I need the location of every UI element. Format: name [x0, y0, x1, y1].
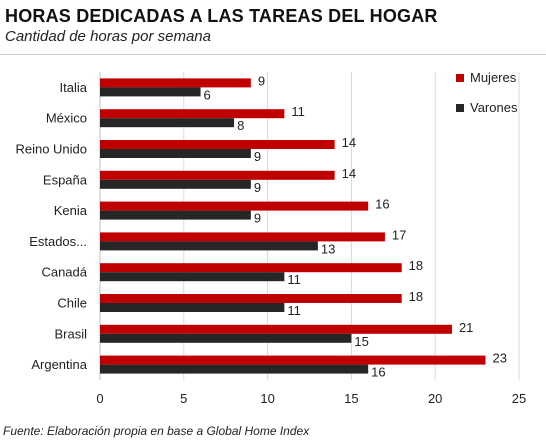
chart-title: HORAS DEDICADAS A LAS TAREAS DEL HOGAR: [5, 6, 438, 26]
x-tick-label: 0: [96, 391, 103, 406]
x-tick-label: 25: [512, 391, 526, 406]
legend-label-mujeres: Mujeres: [470, 70, 517, 85]
bar-mujeres: [100, 78, 251, 88]
bar-varones: [100, 210, 251, 220]
bar-varones: [100, 87, 201, 97]
legend-label-varones: Varones: [470, 100, 518, 115]
data-label-mujeres: 11: [291, 104, 305, 119]
data-label-mujeres: 18: [409, 289, 423, 304]
bar-varones: [100, 364, 369, 374]
x-tick-label: 20: [428, 391, 442, 406]
category-label: Estados...: [29, 234, 87, 249]
data-label-varones: 9: [254, 211, 261, 226]
category-label: Argentina: [31, 357, 87, 372]
bar-mujeres: [100, 355, 486, 365]
category-label: Chile: [57, 296, 87, 311]
bar-varones: [100, 149, 251, 158]
bar-mujeres: [100, 324, 452, 334]
data-label-mujeres: 9: [258, 73, 265, 88]
bar-varones: [100, 118, 235, 128]
legend-swatch-mujeres: [456, 74, 464, 82]
data-label-varones: 6: [204, 87, 211, 102]
data-label-varones: 9: [254, 149, 261, 164]
category-label: Italia: [60, 80, 88, 95]
data-label-varones: 11: [287, 272, 301, 287]
category-label: Kenia: [54, 203, 88, 218]
data-label-mujeres: 14: [342, 135, 356, 150]
bar-mujeres: [100, 263, 402, 273]
source-note: Fuente: Elaboración propia en base a Glo…: [3, 424, 310, 438]
category-label: Reino Unido: [15, 142, 87, 157]
chart-subtitle: Cantidad de horas por semana: [5, 28, 211, 45]
data-label-mujeres: 23: [492, 351, 506, 366]
bar-mujeres: [100, 232, 385, 242]
bar-mujeres: [100, 109, 285, 119]
bar-varones: [100, 303, 285, 312]
bar-mujeres: [100, 201, 369, 211]
legend-swatch-varones: [456, 104, 464, 112]
category-label: Canadá: [41, 265, 87, 280]
data-label-mujeres: 14: [342, 166, 356, 181]
data-label-varones: 11: [287, 303, 301, 318]
x-tick-label: 5: [180, 391, 187, 406]
data-label-mujeres: 21: [459, 320, 473, 335]
data-label-varones: 15: [354, 334, 368, 349]
x-tick-label: 10: [260, 391, 274, 406]
header-divider: [0, 54, 546, 55]
data-label-mujeres: 17: [392, 227, 406, 242]
bar-varones: [100, 272, 285, 282]
bar-mujeres: [100, 140, 335, 149]
data-label-varones: 13: [321, 241, 335, 256]
bar-varones: [100, 333, 352, 343]
data-label-varones: 9: [254, 180, 261, 195]
data-label-varones: 16: [371, 365, 385, 380]
bar-mujeres: [100, 294, 402, 303]
category-label: Brasil: [54, 326, 87, 341]
bar-mujeres: [100, 170, 335, 180]
data-label-mujeres: 18: [409, 258, 423, 273]
data-label-mujeres: 16: [375, 197, 389, 212]
bar-varones: [100, 179, 251, 189]
x-tick-label: 15: [344, 391, 358, 406]
category-label: México: [46, 111, 87, 126]
data-label-varones: 8: [237, 118, 244, 133]
category-label: España: [43, 172, 88, 187]
bar-varones: [100, 241, 318, 251]
